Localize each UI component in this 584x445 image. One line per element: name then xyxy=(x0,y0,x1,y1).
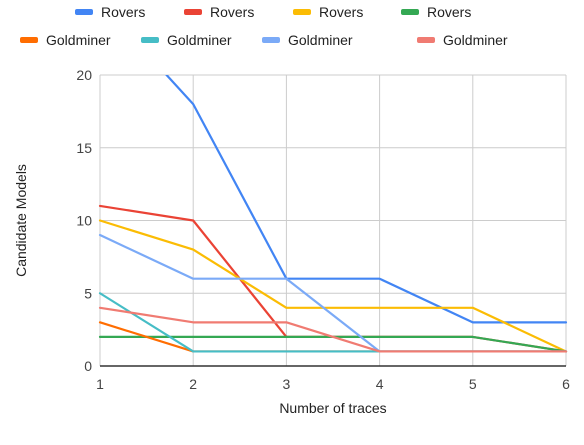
x-tick-label: 2 xyxy=(189,376,197,392)
x-axis-ticks: 1 2 3 4 5 6 xyxy=(96,376,570,392)
legend-item[interactable]: Goldminer xyxy=(20,32,111,48)
legend-label: Goldminer xyxy=(167,32,232,48)
legend-item[interactable]: Rovers xyxy=(293,4,363,20)
x-tick-label: 1 xyxy=(96,376,104,392)
legend-swatch xyxy=(293,9,311,15)
legend-label: Goldminer xyxy=(443,32,508,48)
x-tick-label: 4 xyxy=(376,376,384,392)
legend-label: Goldminer xyxy=(46,32,111,48)
legend-label: Rovers xyxy=(210,4,254,20)
y-tick-label: 15 xyxy=(76,140,92,156)
legend-item[interactable]: Rovers xyxy=(184,4,254,20)
legend-item[interactable]: Goldminer xyxy=(141,32,232,48)
legend-label: Goldminer xyxy=(288,32,353,48)
x-axis-title: Number of traces xyxy=(279,400,386,416)
legend-label: Rovers xyxy=(101,4,145,20)
y-axis-ticks: 0 5 10 15 20 xyxy=(76,67,92,374)
y-axis-title: Candidate Models xyxy=(13,164,29,277)
x-tick-label: 5 xyxy=(469,376,477,392)
legend-label: Rovers xyxy=(319,4,363,20)
legend-swatch xyxy=(20,37,38,43)
y-tick-label: 10 xyxy=(76,213,92,229)
y-tick-label: 5 xyxy=(84,285,92,301)
legend-swatch xyxy=(262,37,280,43)
y-tick-label: 0 xyxy=(84,358,92,374)
legend-swatch xyxy=(401,9,419,15)
legend-swatch xyxy=(141,37,159,43)
y-tick-label: 20 xyxy=(76,67,92,83)
legend-item[interactable]: Goldminer xyxy=(417,32,508,48)
series-line-3 xyxy=(98,219,568,353)
x-tick-label: 6 xyxy=(562,376,570,392)
plot-area xyxy=(98,75,568,353)
series-line-1 xyxy=(165,75,568,324)
legend-label: Rovers xyxy=(427,4,471,20)
legend-item[interactable]: Goldminer xyxy=(262,32,353,48)
legend: Rovers Rovers Rovers Rovers Goldminer Goldmin… xyxy=(20,4,508,48)
legend-item[interactable]: Rovers xyxy=(401,4,471,20)
legend-swatch xyxy=(417,37,435,43)
series-line-8 xyxy=(98,306,568,353)
legend-swatch xyxy=(75,9,93,15)
legend-item[interactable]: Rovers xyxy=(75,4,145,20)
legend-swatch xyxy=(184,9,202,15)
x-tick-label: 3 xyxy=(283,376,291,392)
